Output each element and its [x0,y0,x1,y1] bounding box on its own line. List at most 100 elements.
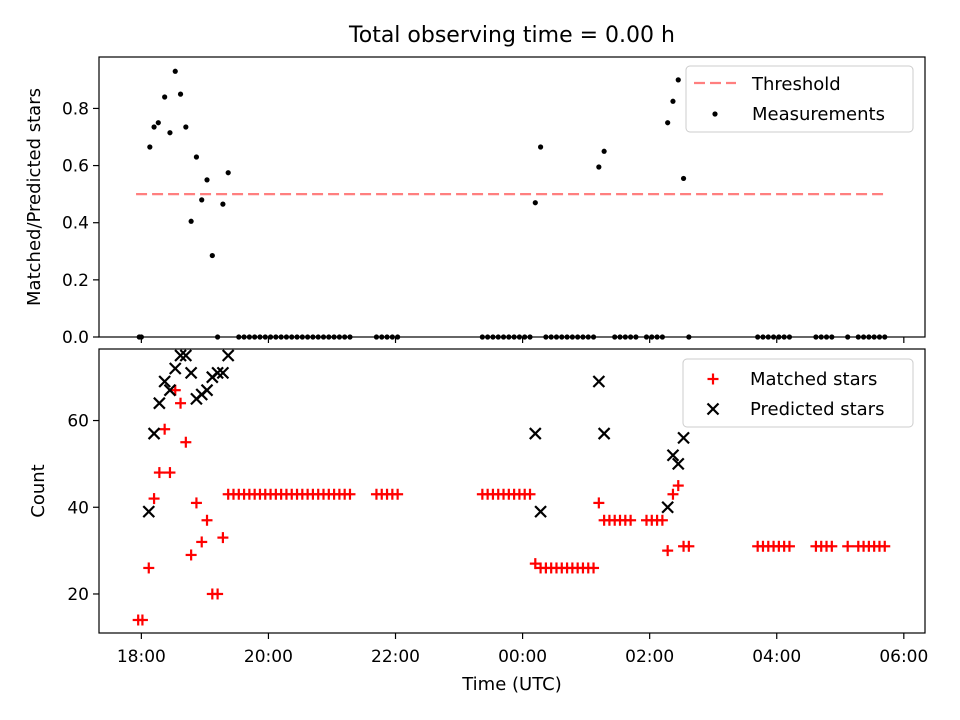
matched-point [667,488,679,500]
matched-point [625,514,637,526]
predicted-point [184,366,198,380]
x-tick-label: 06:00 [879,647,928,667]
count-plot-frame [98,348,926,634]
matched-point [588,562,600,574]
matched-point [842,540,854,552]
matched-point [143,562,155,574]
measurement-point [177,91,184,97]
count-legend: Matched stars Predicted stars [682,358,914,428]
chart-title: Total observing time = 0.00 h [348,23,675,48]
matched-point [344,488,356,500]
matched-point [159,423,171,435]
x-axis-label: Time (UTC) [461,674,562,695]
measurement-point [675,77,681,83]
ratio-y-axis-label: Matched/Predicted stars [24,88,45,306]
x-tick-label: 22:00 [371,647,420,667]
measurement-point [670,98,676,104]
measurement-point [162,94,168,100]
ratio-plot-frame [98,56,926,338]
matched-point [217,532,229,544]
matched-points [132,384,891,626]
predicted-point [158,375,171,388]
predicted-point [142,505,156,518]
matched-point [153,467,165,479]
predicted-point [153,396,166,410]
x-tick-label: 00:00 [498,647,547,667]
matched-point [185,549,197,561]
matched-point [879,540,891,552]
predicted-point [671,457,685,471]
measurement-point [601,148,607,154]
measurement-point [199,197,205,203]
count-panel: 20 40 60 18:00 20:00 22:00 00:00 02:00 04:00 06:0… [28,348,928,695]
predicted-point [147,427,161,440]
matched-point [524,488,536,500]
count-y-tick-label: 60 [67,412,89,432]
predicted-point [179,349,193,362]
measurement-point [183,124,189,130]
predicted-point [221,349,235,362]
measurement-point [151,124,157,130]
matched-point [672,480,684,492]
predicted-point [661,500,674,514]
x-tick-label: 18:00 [117,647,166,667]
predicted-points [142,349,690,518]
matched-point [662,545,674,557]
legend-threshold-label: Threshold [751,74,841,95]
ratio-y-tick-label: 0.6 [62,157,89,177]
matched-point [175,397,187,409]
count-y-tick-label: 20 [67,585,89,605]
predicted-point [592,375,606,388]
predicted-point [666,448,680,462]
legend-measurements-swatch [712,111,718,117]
legend-measurements-label: Measurements [752,104,885,125]
count-y-tick-label: 40 [67,498,89,518]
matched-point [826,540,838,552]
measurement-point [225,170,231,176]
matched-point [201,514,213,526]
matched-point [683,540,695,552]
ratio-y-tick-label: 0.4 [62,214,89,234]
measurement-point [596,164,602,170]
measurement-point [204,177,210,183]
predicted-point [168,362,182,375]
predicted-point [529,427,542,440]
x-tick-label: 20:00 [244,647,293,667]
measurement-point [167,130,173,136]
count-y-axis-label: Count [28,464,49,517]
matched-point [392,488,404,500]
predicted-point [200,383,214,397]
matched-point [164,467,176,479]
matched-point [783,540,795,552]
matched-point [169,384,181,396]
ratio-legend: Threshold Measurements [685,65,914,133]
ratio-panel: 0.00.20.40.60.8 Matched/Predicted stars … [24,56,926,348]
ratio-y-tick-label: 0.2 [62,271,89,291]
matched-point [180,436,192,448]
matched-point [656,514,668,526]
predicted-point [216,366,230,380]
measurement-point [188,218,194,224]
x-tick-label: 04:00 [752,647,801,667]
measurement-point [209,252,215,259]
predicted-point [597,427,611,440]
measurement-point [665,120,671,126]
ratio-y-tick-label: 0.8 [62,99,89,119]
measurement-point [193,154,200,160]
matched-point [190,497,202,509]
matched-point [136,614,148,626]
matched-point [196,536,208,548]
measurement-point [172,68,178,74]
measurement-point [537,144,544,150]
predicted-point [211,366,224,380]
legend-matched-label: Matched stars [750,369,877,390]
ratio-y-tick-label: 0.0 [62,328,89,348]
predicted-point [534,505,547,518]
matched-point [212,588,224,600]
legend-predicted-marker [706,402,720,416]
legend-predicted-swatch [706,402,720,416]
predicted-point [163,383,177,397]
matched-point [593,497,605,509]
measurement-point [220,201,226,207]
